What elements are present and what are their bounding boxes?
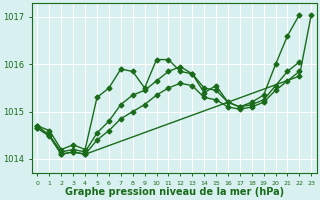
X-axis label: Graphe pression niveau de la mer (hPa): Graphe pression niveau de la mer (hPa) xyxy=(65,187,284,197)
